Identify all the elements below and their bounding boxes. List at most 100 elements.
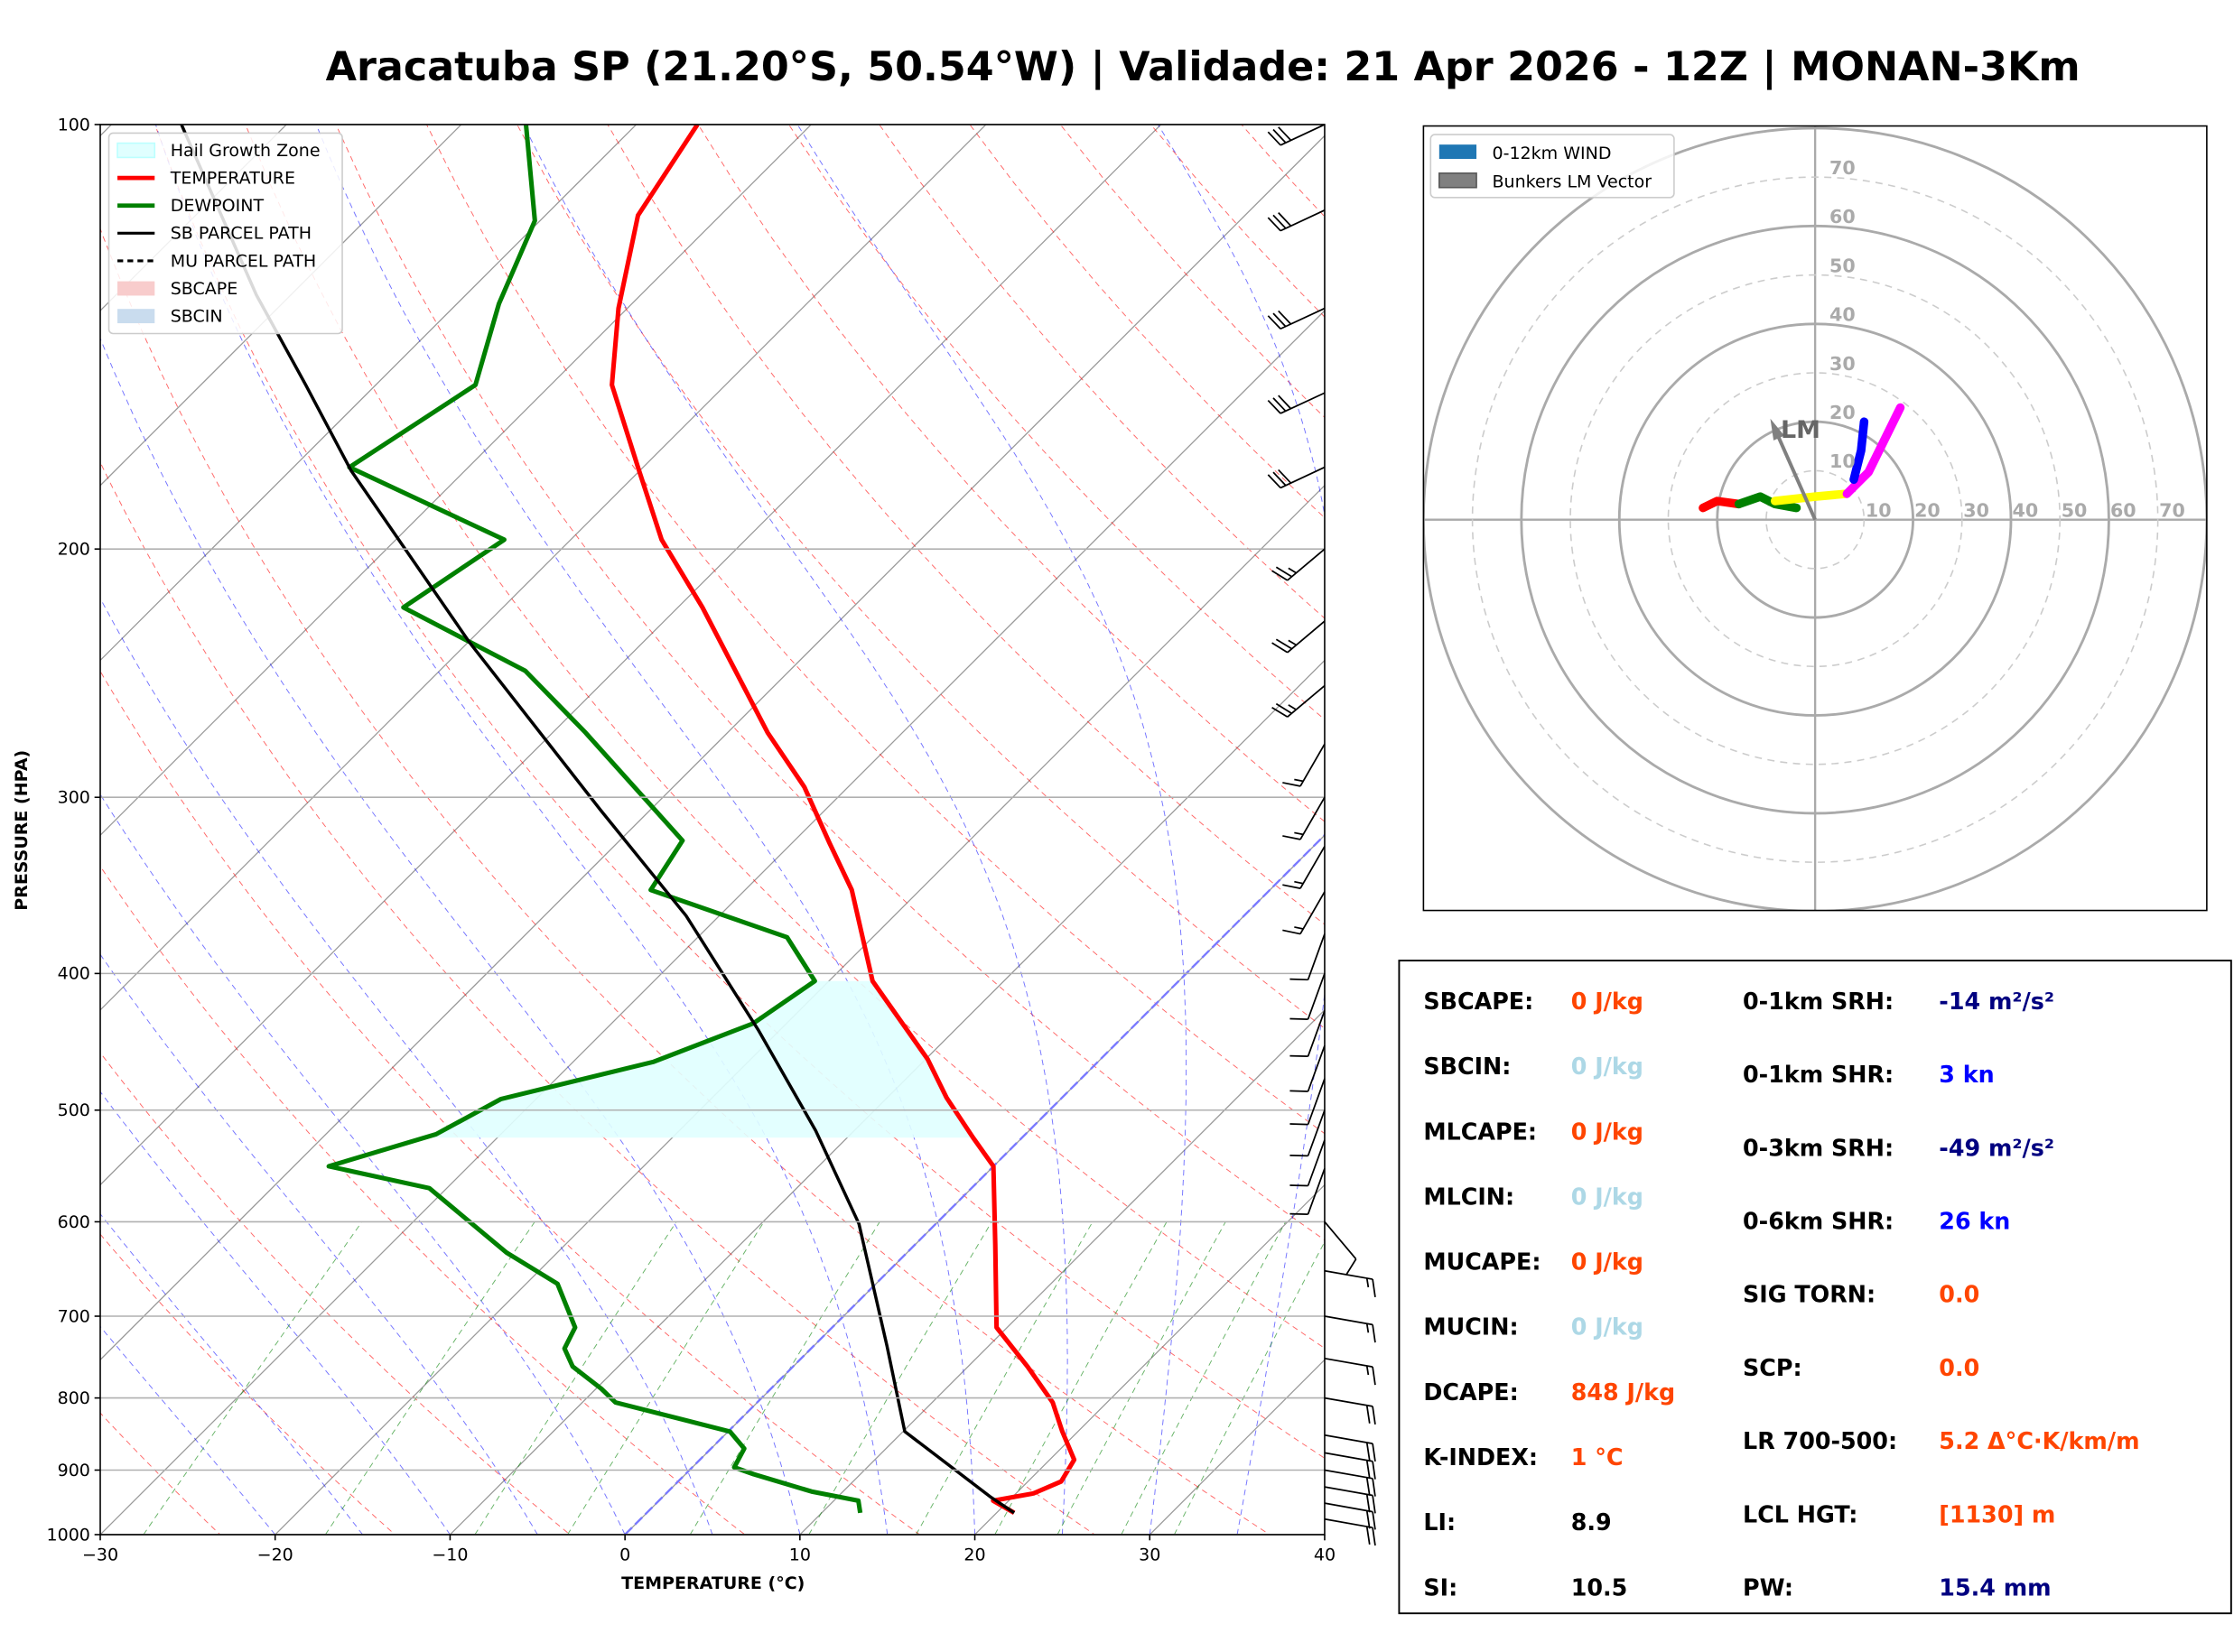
lm-label: LM <box>1781 416 1820 444</box>
moist-adiabat <box>154 124 889 1535</box>
hodo-x-label: 60 <box>2110 499 2136 521</box>
profile-line <box>326 124 863 1514</box>
profile-line <box>610 124 1077 1516</box>
index-label: SIG TORN: <box>1743 1281 1876 1308</box>
legend-swatch <box>1438 144 1477 160</box>
wind-barb <box>1289 933 1326 981</box>
index-label: DCAPE: <box>1423 1378 1518 1406</box>
y-tick-label: 600 <box>58 1212 90 1232</box>
legend-label: TEMPERATURE <box>170 168 295 188</box>
isotherm <box>798 1008 1325 1535</box>
index-label: MLCIN: <box>1423 1183 1514 1210</box>
index-value: 0 J/kg <box>1571 1053 1643 1080</box>
wind-barb <box>1282 891 1326 935</box>
legend-label: SB PARCEL PATH <box>171 224 312 244</box>
index-value: 1 °C <box>1571 1443 1624 1471</box>
legend-label: DEWPOINT <box>171 196 265 216</box>
x-tick-label: 0 <box>619 1545 630 1565</box>
hodograph-plot <box>1423 125 2207 911</box>
index-value: 0 J/kg <box>1571 1183 1643 1210</box>
x-tick-label: −20 <box>257 1545 293 1565</box>
dry-adiabat <box>517 124 1325 1029</box>
isotherm <box>624 834 1325 1535</box>
legend: Hail Growth Zone TEMPERATURE DEWPOINT SB PA… <box>107 132 343 335</box>
legend-label: Bunkers LM Vector <box>1493 172 1652 192</box>
index-value: 0 J/kg <box>1571 1313 1643 1341</box>
legend-box <box>107 132 343 335</box>
hodo-x-label: 30 <box>1963 499 1989 521</box>
isotherm <box>100 124 638 662</box>
moist-adiabat <box>315 124 975 1535</box>
wind-barb <box>1289 1139 1326 1187</box>
dry-adiabat <box>100 865 746 1535</box>
index-label: SCP: <box>1743 1354 1802 1381</box>
index-label: MLCAPE: <box>1423 1118 1537 1145</box>
index-value: 0.0 <box>1939 1354 1979 1381</box>
moist-adiabat <box>100 1213 363 1535</box>
dry-adiabat <box>100 1233 396 1535</box>
hodo-legend-box <box>1429 134 1675 199</box>
y-tick-label: 700 <box>58 1306 90 1326</box>
index-label: K-INDEX: <box>1423 1443 1538 1471</box>
wind-barb <box>1324 1315 1376 1343</box>
hodo-x-label: 70 <box>2159 499 2185 521</box>
legend-label: SBCIN <box>171 306 223 326</box>
wind-barb <box>1267 307 1326 330</box>
wind-barb <box>1289 1044 1326 1092</box>
moist-adiabat <box>796 124 1187 1535</box>
index-value: 10.5 <box>1571 1573 1628 1601</box>
mixing-ratio-line <box>474 1221 677 1535</box>
dry-adiabat <box>100 227 1271 1535</box>
index-value: 0 J/kg <box>1571 1248 1643 1276</box>
y-tick-label: 100 <box>58 115 90 135</box>
index-label: LCL HGT: <box>1743 1500 1857 1527</box>
hodo-x-label: 40 <box>2013 499 2039 521</box>
moist-adiabat <box>523 124 1068 1535</box>
index-value: 15.4 mm <box>1939 1574 2051 1601</box>
wind-barb <box>1267 209 1326 232</box>
hodo-ring <box>1520 224 2110 815</box>
wind-barb <box>1267 466 1326 489</box>
x-tick-label: −30 <box>82 1545 118 1565</box>
index-value: 0 J/kg <box>1571 1118 1643 1145</box>
hodo-y-label: 10 <box>1829 450 1856 472</box>
isotherm <box>100 135 1325 1361</box>
freezing-isotherm <box>624 833 1325 1535</box>
wind-barb <box>1289 973 1326 1020</box>
dry-adiabat <box>879 124 1325 619</box>
dry-adiabat <box>335 124 1325 1241</box>
wind-barb <box>1324 1269 1376 1298</box>
y-tick-label: 300 <box>58 788 90 808</box>
lm-vector <box>1773 428 1817 521</box>
wind-barb <box>1282 743 1326 787</box>
hodo-y-label: 20 <box>1829 402 1856 423</box>
hodo-ring <box>1765 469 1866 570</box>
isotherm <box>100 124 987 1011</box>
hodo-segment <box>1770 489 1852 506</box>
x-tick-label: 40 <box>1314 1545 1336 1565</box>
legend-swatch <box>1438 172 1477 189</box>
hodo-x-label: 10 <box>1866 499 1892 521</box>
isotherm <box>449 659 1325 1535</box>
index-label: MUCIN: <box>1423 1313 1518 1341</box>
hodo-frame <box>1422 125 2208 912</box>
wind-barb <box>1324 1486 1376 1514</box>
wind-barb <box>1324 1397 1376 1425</box>
dry-adiabat <box>100 1412 221 1535</box>
index-label: LR 700-500: <box>1743 1427 1897 1454</box>
skewt-plot <box>100 124 1325 1535</box>
isotherm <box>1149 1359 1325 1535</box>
wind-barb <box>1282 796 1326 840</box>
y-axis-label: PRESSURE (HPA) <box>12 750 32 911</box>
legend-swatch <box>116 142 156 159</box>
y-tick-label: 1000 <box>47 1525 90 1545</box>
hodo-segment <box>1842 403 1905 498</box>
dry-adiabat <box>100 461 1096 1535</box>
wind-barb <box>1271 620 1326 654</box>
index-label: 0-6km SHR: <box>1743 1208 1894 1235</box>
index-label: SI: <box>1423 1573 1457 1601</box>
index-label: 0-1km SHR: <box>1743 1061 1894 1088</box>
index-value: -49 m²/s² <box>1939 1134 2054 1161</box>
moist-adiabat <box>100 794 626 1535</box>
